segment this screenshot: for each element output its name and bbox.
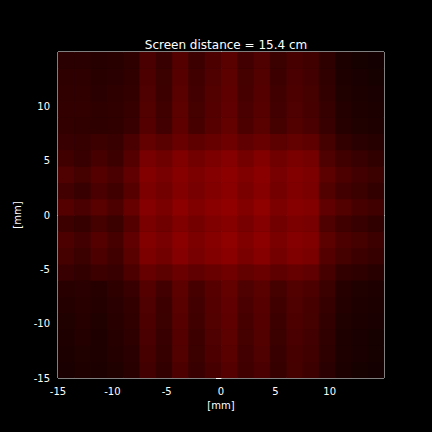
svg-text:-5: -5: [162, 386, 172, 397]
svg-text:0: 0: [44, 210, 50, 221]
svg-text:-5: -5: [40, 264, 50, 275]
svg-text:10: 10: [323, 386, 336, 397]
svg-text:-10: -10: [34, 318, 50, 329]
svg-text:-15: -15: [50, 386, 66, 397]
svg-text:0: 0: [218, 386, 224, 397]
svg-text:Screen distance = 15.4 cm: Screen distance = 15.4 cm: [145, 38, 307, 52]
svg-text:5: 5: [272, 386, 278, 397]
svg-text:-15: -15: [34, 373, 50, 384]
svg-text:5: 5: [44, 155, 50, 166]
svg-text:[mm]: [mm]: [207, 400, 234, 411]
svg-text:10: 10: [37, 101, 50, 112]
svg-text:[mm]: [mm]: [12, 201, 23, 228]
svg-text:-10: -10: [104, 386, 120, 397]
